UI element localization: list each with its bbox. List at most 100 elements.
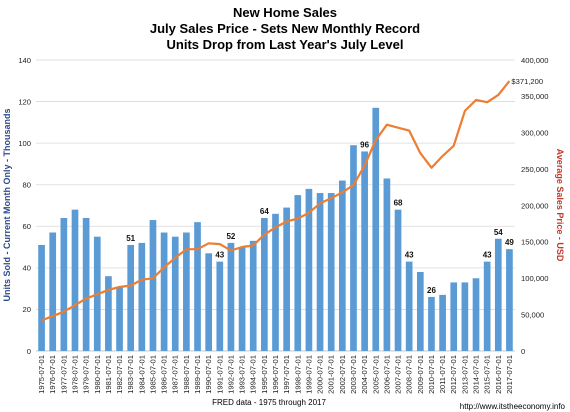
bar — [405, 261, 413, 351]
x-axis-tick-label: 1980-07-01 — [93, 355, 102, 394]
bar — [216, 261, 224, 351]
bar — [183, 232, 190, 351]
bar-data-label: 68 — [394, 199, 403, 208]
line-series — [41, 80, 511, 322]
x-axis-tick-label: 1990-07-01 — [204, 355, 213, 394]
x-axis-tick-label: 1991-07-01 — [215, 355, 224, 394]
bar — [261, 217, 268, 351]
x-axis-tick-label: 2003-07-01 — [349, 355, 358, 394]
bar — [82, 217, 90, 351]
left-axis-tick-label: 140 — [18, 56, 31, 65]
x-axis-tick-label: 1997-07-01 — [282, 355, 291, 394]
bar — [506, 249, 513, 351]
bar-data-label: 43 — [215, 251, 224, 260]
bar-data-label: 52 — [226, 232, 235, 241]
bar — [338, 180, 346, 351]
x-axis-tick-label: 2005-07-01 — [371, 355, 380, 394]
bar — [249, 240, 257, 351]
left-axis-tick-label: 0 — [27, 347, 31, 356]
x-axis-tick-label: 2002-07-01 — [338, 355, 347, 394]
x-axis-tick-label: 1978-07-01 — [70, 355, 79, 394]
right-axis-tick-label: 400,000 — [521, 56, 548, 65]
line-end-label: $371,200 — [511, 77, 543, 86]
right-axis-tick-label: 200,000 — [521, 201, 548, 210]
x-axis-tick-label: 1976-07-01 — [48, 355, 57, 394]
chart-title-line-1: New Home Sales — [233, 5, 337, 20]
bar — [461, 282, 469, 351]
bar-data-label: 96 — [360, 140, 369, 149]
x-axis-tick-label: 2014-07-01 — [472, 355, 481, 394]
bar — [60, 217, 68, 351]
avg-price-line — [41, 80, 511, 322]
left-axis-tick-label: 120 — [18, 97, 31, 106]
x-axis-tick-label: 2013-07-01 — [460, 355, 469, 394]
right-axis-tick-label: 0 — [521, 347, 525, 356]
x-axis-tick-label: 1996-07-01 — [271, 355, 280, 394]
x-axis-tick-label: 1987-07-01 — [171, 355, 180, 394]
x-axis-tick-label: 2008-07-01 — [405, 355, 414, 394]
x-axis-tick-label: 1993-07-01 — [238, 355, 247, 394]
right-axis-tick-label: 150,000 — [521, 238, 548, 247]
x-axis-tick-label: 2004-07-01 — [360, 355, 369, 394]
website-link[interactable]: http://www.itstheeconomy.info — [460, 402, 566, 411]
bar — [372, 107, 380, 351]
x-axis-tick-label: 1985-07-01 — [148, 355, 157, 394]
right-axis-ticks: 0 50,000 100,000 150,000 200,000 250,000 300,0… — [521, 56, 548, 356]
chart-title-line-3: Units Drop from Last Year's July Level — [167, 37, 404, 52]
x-axis-tick-label: 1986-07-01 — [160, 355, 169, 394]
left-axis-tick-label: 80 — [23, 181, 31, 190]
x-axis-tick-label: 2000-07-01 — [316, 355, 325, 394]
bar — [38, 244, 45, 351]
x-axis-tick-label: 2016-07-01 — [494, 355, 503, 394]
bar-data-label: 64 — [260, 207, 269, 216]
x-axis-tick-label: 2010-07-01 — [427, 355, 436, 394]
left-axis-tick-label: 40 — [23, 264, 31, 273]
right-axis-tick-label: 300,000 — [521, 129, 548, 138]
bar — [71, 209, 79, 351]
left-axis-tick-label: 20 — [23, 305, 31, 314]
bar — [149, 220, 157, 351]
x-axis-tick-label: 2001-07-01 — [327, 355, 336, 394]
bar — [105, 276, 112, 351]
bar — [439, 294, 446, 351]
bar-series — [38, 107, 513, 351]
chart-titles: New Home Sales July Sales Price - Sets N… — [150, 5, 420, 52]
x-axis-tick-label: 2009-07-01 — [416, 355, 425, 394]
x-axis-tick-label: 1999-07-01 — [304, 355, 313, 394]
bar-data-label: 43 — [405, 251, 414, 260]
bar — [416, 272, 424, 351]
bar — [272, 213, 279, 351]
x-axis-tick-label: 2006-07-01 — [382, 355, 391, 394]
left-axis-tick-label: 60 — [23, 222, 31, 231]
bar — [205, 253, 213, 351]
bar — [494, 238, 502, 351]
bar-data-label: 26 — [427, 286, 436, 295]
bar — [383, 178, 391, 351]
x-axis-tick-label: 2012-07-01 — [449, 355, 458, 394]
left-axis-tick-label: 100 — [18, 139, 31, 148]
right-axis-tick-label: 100,000 — [521, 274, 548, 283]
bar — [138, 242, 146, 351]
right-axis-title: Average Sales Price - USD — [555, 149, 565, 262]
bar — [483, 261, 491, 351]
x-axis-tick-label: 2017-07-01 — [505, 355, 514, 394]
source-note: FRED data - 1975 through 2017 — [212, 398, 326, 407]
bar — [361, 151, 368, 351]
x-axis-tick-label: 2015-07-01 — [483, 355, 492, 394]
bar — [160, 232, 168, 351]
bar — [127, 244, 135, 351]
x-axis-tick-label: 1975-07-01 — [37, 355, 46, 394]
left-axis-title: Units Sold - Current Month Only - Thousa… — [2, 109, 12, 302]
x-axis-tick-label: 1981-07-01 — [104, 355, 113, 394]
x-axis-tick-label: 1994-07-01 — [249, 355, 258, 394]
bar — [472, 278, 480, 351]
x-axis-tick-label: 1998-07-01 — [293, 355, 302, 394]
bar — [428, 296, 435, 351]
bar — [238, 247, 246, 351]
bar-data-label: 43 — [483, 251, 492, 260]
x-axis-tick-label: 1979-07-01 — [82, 355, 91, 394]
x-axis-tick-label: 1983-07-01 — [126, 355, 135, 394]
bar — [171, 236, 179, 351]
